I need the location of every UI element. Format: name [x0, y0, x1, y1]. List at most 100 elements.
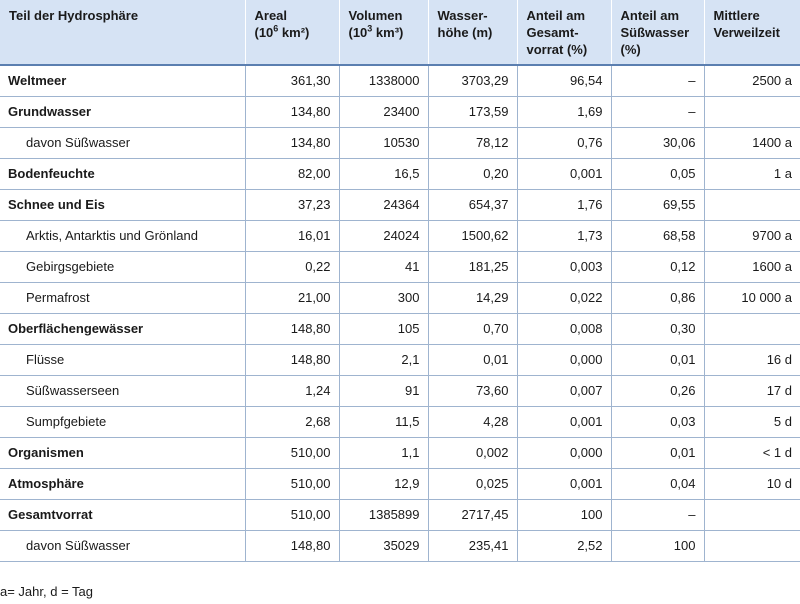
share-freshwater-cell: 0,05	[610, 158, 704, 190]
share-freshwater-cell: –	[610, 96, 704, 128]
residence-time-cell: 17 d	[703, 375, 800, 407]
share-freshwater-cell: 100	[610, 530, 704, 562]
row-label: Gebirgsgebiete	[0, 251, 245, 283]
area-cell: 134,80	[244, 96, 339, 128]
share-total-cell: 2,52	[516, 530, 611, 562]
volume-cell: 2,1	[338, 344, 428, 376]
area-cell: 82,00	[244, 158, 339, 190]
area-cell: 2,68	[244, 406, 339, 438]
share-freshwater-cell: 0,01	[610, 344, 704, 376]
table-row: Gebirgsgebiete 0,22 41 181,25 0,003 0,12 1600 …	[0, 251, 800, 283]
share-freshwater-cell: –	[610, 65, 704, 97]
row-label: Schnee und Eis	[0, 189, 245, 221]
hydrosphere-table: Teil der Hydrosphäre Areal (106 km²) Volu…	[0, 0, 800, 562]
header-residence-time: Mittlere Verweilzeit	[703, 0, 800, 66]
header-area: Areal (106 km²)	[244, 0, 339, 66]
residence-time-cell	[703, 499, 800, 531]
residence-time-cell	[703, 96, 800, 128]
share-total-cell: 0,008	[516, 313, 611, 345]
area-cell: 16,01	[244, 220, 339, 252]
area-cell: 510,00	[244, 437, 339, 469]
water-height-cell: 0,20	[427, 158, 517, 190]
row-label: Organismen	[0, 437, 245, 469]
table-row: Schnee und Eis 37,23 24364 654,37 1,76 69,55	[0, 189, 800, 221]
area-cell: 148,80	[244, 313, 339, 345]
residence-time-cell: 5 d	[703, 406, 800, 438]
water-height-cell: 0,70	[427, 313, 517, 345]
row-label: davon Süßwasser	[0, 530, 245, 562]
area-cell: 510,00	[244, 468, 339, 500]
volume-cell: 1,1	[338, 437, 428, 469]
share-freshwater-cell: 0,04	[610, 468, 704, 500]
table-row: Gesamtvorrat 510,00 1385899 2717,45 100–	[0, 499, 800, 531]
header-share-freshwater: Anteil am Süßwasser (%)	[610, 0, 704, 66]
header-hydrosphere-part: Teil der Hydrosphäre	[0, 0, 245, 66]
residence-time-cell: 1600 a	[703, 251, 800, 283]
residence-time-cell: 16 d	[703, 344, 800, 376]
area-cell: 37,23	[244, 189, 339, 221]
residence-time-cell	[703, 313, 800, 345]
residence-time-cell	[703, 189, 800, 221]
table-row: Atmosphäre 510,00 12,9 0,025 0,001 0,04 10 d	[0, 468, 800, 500]
row-label: Bodenfeuchte	[0, 158, 245, 190]
header-volume: Volumen (103 km³)	[338, 0, 428, 66]
header-share-total: Anteil am Gesamt-vorrat (%)	[516, 0, 611, 66]
row-label: Gesamtvorrat	[0, 499, 245, 531]
volume-cell: 24364	[338, 189, 428, 221]
water-height-cell: 0,01	[427, 344, 517, 376]
row-label: Weltmeer	[0, 65, 245, 97]
share-freshwater-cell: –	[610, 499, 704, 531]
volume-cell: 91	[338, 375, 428, 407]
water-height-cell: 181,25	[427, 251, 517, 283]
water-height-cell: 1500,62	[427, 220, 517, 252]
area-cell: 0,22	[244, 251, 339, 283]
water-height-cell: 2717,45	[427, 499, 517, 531]
row-label: Permafrost	[0, 282, 245, 314]
volume-cell: 1385899	[338, 499, 428, 531]
share-total-cell: 1,73	[516, 220, 611, 252]
water-height-cell: 14,29	[427, 282, 517, 314]
residence-time-cell: 2500 a	[703, 65, 800, 97]
area-cell: 1,24	[244, 375, 339, 407]
volume-cell: 300	[338, 282, 428, 314]
share-total-cell: 0,022	[516, 282, 611, 314]
share-freshwater-cell: 0,03	[610, 406, 704, 438]
share-freshwater-cell: 0,30	[610, 313, 704, 345]
residence-time-cell: 10 d	[703, 468, 800, 500]
table-row: Flüsse 148,80 2,1 0,01 0,000 0,01 16 d	[0, 344, 800, 376]
residence-time-cell: 9700 a	[703, 220, 800, 252]
row-label: davon Süßwasser	[0, 127, 245, 159]
volume-cell: 23400	[338, 96, 428, 128]
share-freshwater-cell: 68,58	[610, 220, 704, 252]
volume-cell: 12,9	[338, 468, 428, 500]
share-freshwater-cell: 0,86	[610, 282, 704, 314]
table-row: Arktis, Antarktis und Grönland 16,01 24024…	[0, 220, 800, 252]
share-total-cell: 100	[516, 499, 611, 531]
area-cell: 21,00	[244, 282, 339, 314]
volume-cell: 10530	[338, 127, 428, 159]
row-label: Oberflächengewässer	[0, 313, 245, 345]
volume-cell: 24024	[338, 220, 428, 252]
header-row: Teil der Hydrosphäre Areal (106 km²) Volu…	[0, 0, 800, 66]
row-label: Flüsse	[0, 344, 245, 376]
share-total-cell: 0,000	[516, 437, 611, 469]
volume-cell: 16,5	[338, 158, 428, 190]
water-height-cell: 0,025	[427, 468, 517, 500]
share-total-cell: 0,001	[516, 468, 611, 500]
share-total-cell: 0,003	[516, 251, 611, 283]
share-total-cell: 1,69	[516, 96, 611, 128]
residence-time-cell: 1 a	[703, 158, 800, 190]
area-cell: 148,80	[244, 344, 339, 376]
volume-cell: 11,5	[338, 406, 428, 438]
water-height-cell: 654,37	[427, 189, 517, 221]
table-row: Süßwasserseen 1,24 91 73,60 0,007 0,26 17 d	[0, 375, 800, 407]
share-freshwater-cell: 0,12	[610, 251, 704, 283]
share-total-cell: 1,76	[516, 189, 611, 221]
table-row: Oberflächengewässer 148,80 105 0,70 0,008 0,3…	[0, 313, 800, 345]
area-cell: 361,30	[244, 65, 339, 97]
water-height-cell: 73,60	[427, 375, 517, 407]
table-row: Sumpfgebiete 2,68 11,5 4,28 0,001 0,03 5 d	[0, 406, 800, 438]
share-total-cell: 96,54	[516, 65, 611, 97]
water-height-cell: 173,59	[427, 96, 517, 128]
residence-time-cell: 10 000 a	[703, 282, 800, 314]
